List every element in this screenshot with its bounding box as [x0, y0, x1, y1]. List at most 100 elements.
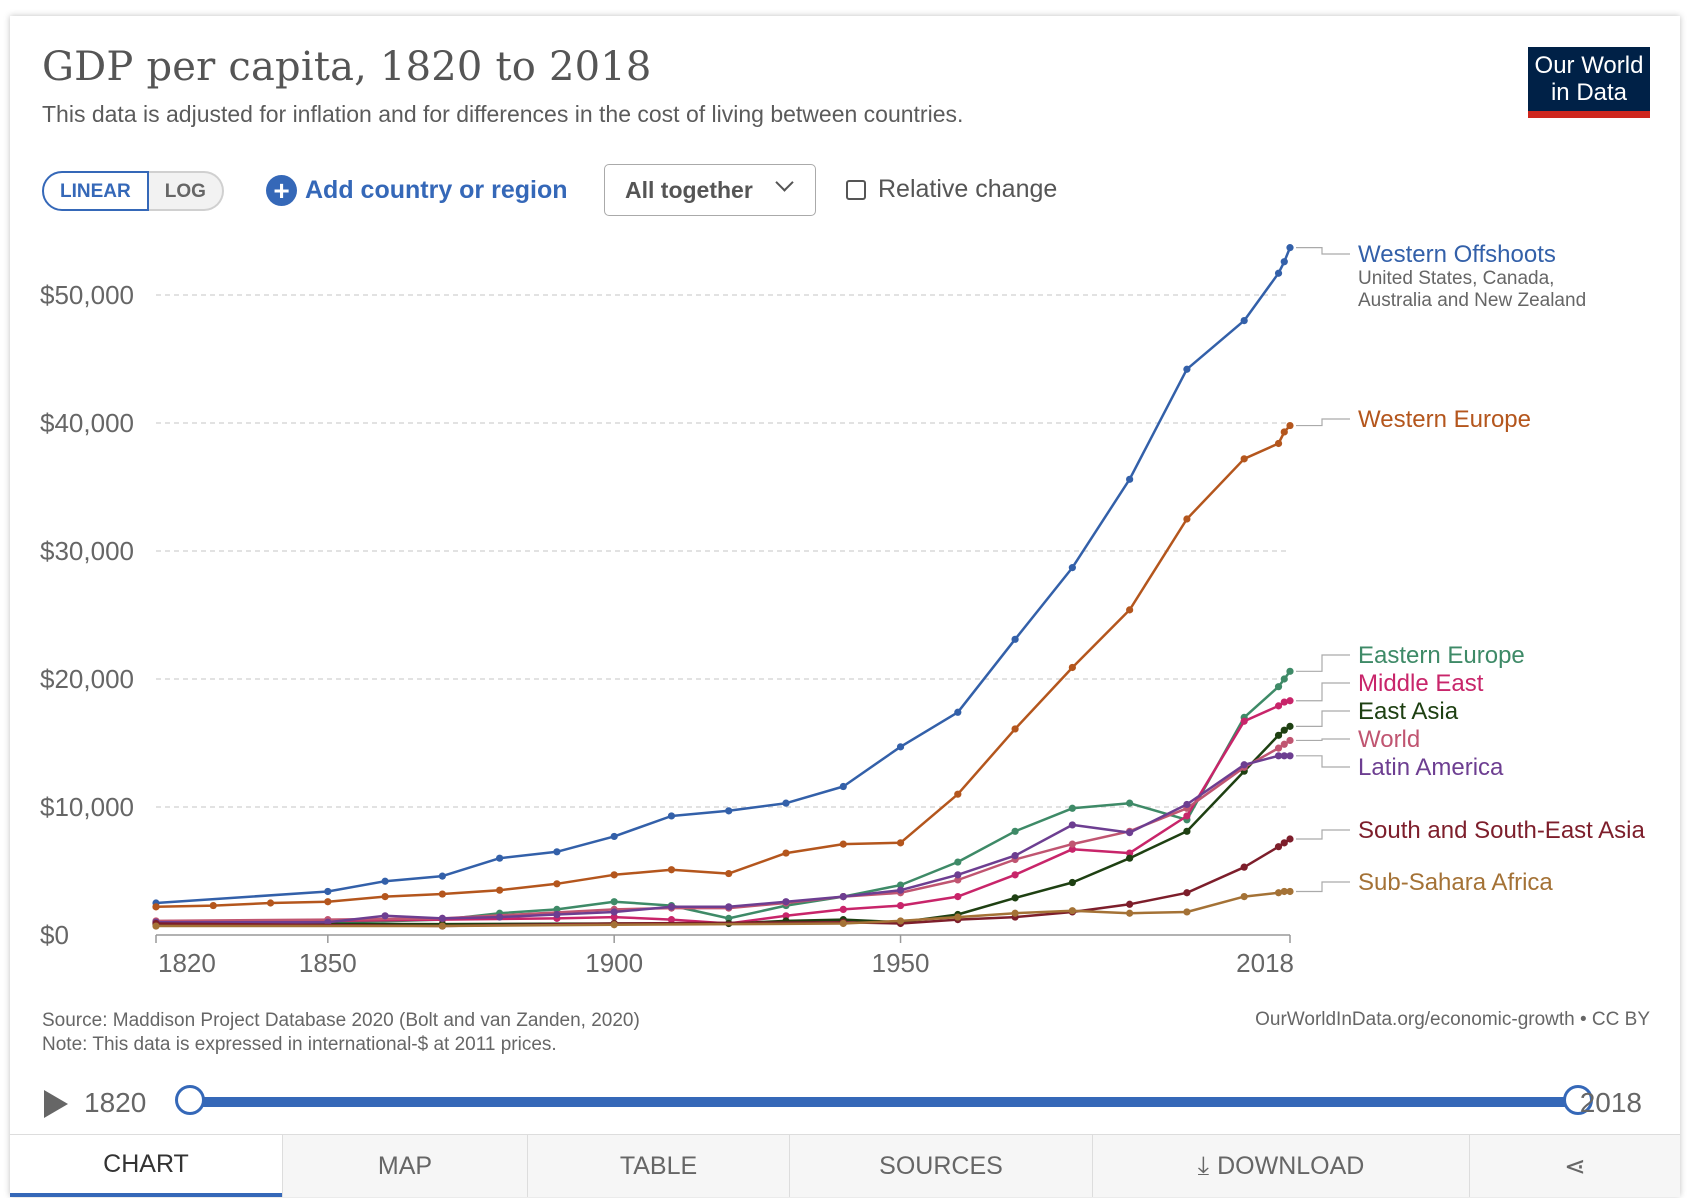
data-point	[782, 898, 790, 906]
data-point	[1011, 635, 1019, 643]
data-point	[896, 881, 905, 889]
data-point	[610, 921, 618, 929]
chart-source: Source: Maddison Project Database 2020 (…	[42, 1009, 640, 1057]
data-point	[1286, 752, 1294, 760]
tab-sources[interactable]: SOURCES	[789, 1135, 1092, 1197]
data-point	[667, 812, 676, 820]
legend-label: Western Offshoots	[1358, 241, 1556, 268]
data-point	[438, 872, 446, 880]
tab-map[interactable]: MAP	[282, 1135, 527, 1197]
legend-label: World	[1358, 726, 1420, 753]
data-point	[954, 913, 962, 921]
log-scale-button[interactable]: LOG	[148, 171, 224, 211]
data-point	[1011, 827, 1019, 835]
data-point	[266, 899, 275, 907]
y-tick-label: $30,000	[40, 536, 134, 566]
data-point	[1068, 840, 1076, 848]
data-point	[1183, 515, 1191, 523]
tab-download[interactable]: ⤓ DOWNLOAD	[1092, 1135, 1469, 1197]
data-point	[1183, 800, 1191, 809]
x-tick-label: 1820	[158, 948, 216, 978]
data-point	[725, 807, 733, 815]
data-point	[1274, 702, 1283, 710]
data-point	[1126, 606, 1134, 614]
data-point	[324, 898, 332, 906]
data-point	[438, 922, 446, 930]
data-point	[1068, 878, 1076, 887]
data-point	[610, 908, 618, 916]
line-chart: $0 $10,000 $20,000 $30,000 $40,000 $50,000 182…	[40, 241, 1646, 978]
timeline-start-handle[interactable]	[175, 1085, 205, 1115]
data-point	[610, 898, 618, 906]
data-point	[1068, 564, 1076, 572]
logo-line-1: Our World	[1534, 52, 1644, 79]
data-point	[896, 886, 905, 894]
data-point	[1286, 421, 1294, 430]
legend-label: South and South-East Asia	[1358, 817, 1646, 844]
download-icon: ⤓	[1197, 1150, 1210, 1180]
data-point	[438, 890, 446, 898]
chart-credit[interactable]: OurWorldInData.org/economic-growth • CC …	[1255, 1009, 1650, 1030]
facet-dropdown[interactable]: All together	[604, 164, 816, 216]
legend-connector	[1296, 710, 1350, 727]
series-line	[155, 837, 1291, 928]
data-point	[553, 880, 561, 888]
data-point	[1068, 907, 1076, 915]
linear-scale-button[interactable]: LINEAR	[42, 171, 149, 211]
data-point	[381, 877, 389, 885]
data-point	[1240, 455, 1248, 463]
data-point	[553, 848, 561, 856]
data-point	[782, 799, 790, 807]
tab-chart[interactable]: CHART	[10, 1135, 282, 1197]
legend-connector	[1296, 654, 1350, 672]
data-point	[1274, 683, 1283, 691]
tab-share[interactable]: ⋖	[1469, 1135, 1680, 1197]
data-point	[1068, 845, 1076, 853]
data-point	[896, 839, 905, 847]
data-point	[1280, 740, 1288, 748]
data-point	[954, 708, 962, 716]
data-point	[725, 914, 733, 922]
legend-connector	[1296, 418, 1350, 427]
play-icon[interactable]	[44, 1090, 68, 1118]
logo-line-2: in Data	[1550, 79, 1628, 106]
data-point	[667, 903, 676, 911]
data-point	[1274, 439, 1283, 448]
legend-label: Sub-Sahara Africa	[1358, 869, 1553, 896]
tab-bar: CHART MAP TABLE SOURCES ⤓ DOWNLOAD ⋖	[10, 1134, 1680, 1197]
y-tick-label: $0	[40, 920, 69, 950]
legend-connector	[1296, 247, 1350, 255]
data-point	[1280, 698, 1288, 706]
series-line	[156, 890, 1290, 928]
data-point	[667, 866, 676, 874]
add-country-label: Add country or region	[305, 175, 568, 204]
data-point	[1068, 821, 1076, 829]
legend-sublabel: United States, Canada,	[1358, 268, 1554, 289]
data-point	[152, 903, 160, 911]
data-point	[1183, 365, 1191, 373]
data-point	[1280, 887, 1288, 896]
owid-logo[interactable]: Our World in Data	[1528, 47, 1650, 118]
page-title: GDP per capita, 1820 to 2018	[42, 44, 652, 90]
checkbox-icon[interactable]	[846, 179, 866, 200]
add-country-button[interactable]: + Add country or region	[266, 172, 568, 208]
data-point	[1286, 722, 1294, 730]
tab-table[interactable]: TABLE	[527, 1135, 789, 1197]
timeline-track[interactable]	[188, 1097, 1576, 1107]
legend-sublabel: Australia and New Zealand	[1358, 290, 1586, 311]
series-line	[155, 670, 1292, 927]
data-point	[954, 858, 962, 866]
x-tick-label: 2018	[1236, 948, 1294, 978]
data-point	[1286, 244, 1294, 252]
data-point	[1126, 854, 1134, 862]
data-point	[1068, 663, 1076, 672]
data-point	[725, 869, 733, 878]
y-tick-label: $40,000	[40, 408, 134, 438]
x-tick-label: 1900	[585, 948, 643, 978]
legend-connector	[1296, 881, 1350, 893]
data-point	[1274, 269, 1283, 277]
relative-change-toggle[interactable]: Relative change	[846, 175, 1057, 204]
timeline-end-handle[interactable]	[1563, 1085, 1593, 1115]
x-tick-label: 1850	[299, 948, 357, 978]
timeline-end-label: 2018	[1579, 1087, 1642, 1118]
